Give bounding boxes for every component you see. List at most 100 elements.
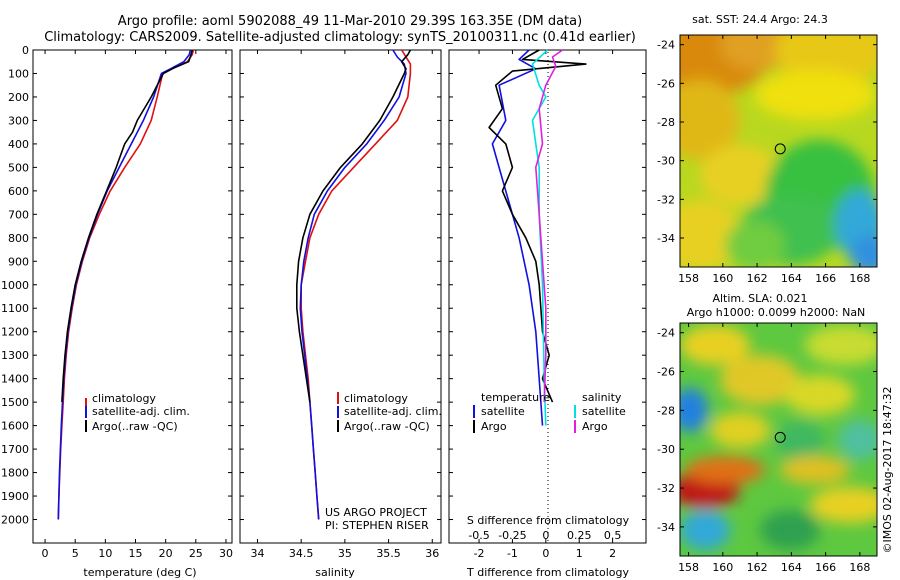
- project-annotation-line1: US ARGO PROJECT: [325, 506, 427, 519]
- sal-legend-clim-label: climatology: [344, 392, 408, 405]
- x-tick-label-salinity-diff: 0.5: [604, 529, 622, 542]
- map-x-tick-label: 164: [781, 272, 802, 285]
- difference-legend-salinity: salinity satellite Argo: [574, 391, 626, 433]
- x-tick-label: 0: [42, 547, 49, 560]
- map-x-tick-label: 158: [678, 561, 699, 574]
- y-tick-label: 700: [8, 208, 29, 221]
- sla-map-title-line1: Altim. SLA: 0.021: [712, 292, 807, 305]
- sla-map-title-line2: Argo h1000: 0.0099 h2000: NaN: [687, 306, 866, 319]
- y-tick-label: 1700: [1, 443, 29, 456]
- map-x-tick-label: 166: [815, 561, 836, 574]
- series-line-satellite-adj-clim: [299, 49, 407, 520]
- diff-legend-ssat-label: satellite: [582, 405, 626, 418]
- y-tick-label: 200: [8, 91, 29, 104]
- x-tick-label-salinity-diff: 0: [542, 529, 549, 542]
- x-tick-label: 10: [98, 547, 112, 560]
- sal-legend-argo-label: Argo(..raw -QC): [344, 420, 430, 433]
- profile-location-marker: [774, 143, 786, 155]
- difference-xlabel-top: S difference from climatology: [467, 514, 630, 527]
- difference-panel: -2 -1 0 1 2 -0.5 -0.25 0 0.25 0.5 S difference fr…: [448, 49, 647, 579]
- salinity-xlabel: salinity: [315, 566, 355, 579]
- y-tick-label: 1500: [1, 396, 29, 409]
- y-tick-label: 300: [8, 114, 29, 127]
- sst-map-title: sat. SST: 24.4 Argo: 24.3: [692, 13, 828, 26]
- difference-xlabel: T difference from climatology: [466, 566, 629, 579]
- temperature-panel: 0100200300400500600700800900100011001200…: [1, 44, 233, 579]
- sal-legend-sat-label: satellite-adj. clim.: [344, 405, 442, 418]
- map-x-tick-label: 164: [781, 561, 802, 574]
- figure-title-line1: Argo profile: aoml 5902088_49 11-Mar-201…: [118, 14, 582, 29]
- series-line-satellite-adj-clim: [57, 49, 192, 520]
- sst-map-frame: [679, 34, 878, 268]
- map-y-tick-label: -28: [657, 116, 675, 129]
- map-y-tick-label: -26: [657, 366, 675, 379]
- map-x-tick-label: 162: [747, 272, 768, 285]
- x-tick-label-salinity-diff: -0.5: [468, 529, 489, 542]
- x-tick-label: 15: [129, 547, 143, 560]
- map-y-tick-label: -24: [657, 327, 675, 340]
- map-x-tick-label: 160: [712, 272, 733, 285]
- map-y-tick-label: -28: [657, 404, 675, 417]
- x-tick-label: 35: [338, 547, 352, 560]
- series-line-t-satellite: [491, 49, 544, 426]
- y-tick-label: 1800: [1, 467, 29, 480]
- sla-map: 158 160 162 164 166 168 -24 -26 -28 -30 -32 -34: [657, 322, 878, 574]
- map-x-tick-label: 166: [815, 272, 836, 285]
- series-line-argo-raw-qc: [295, 49, 412, 403]
- sla-map-field: [680, 325, 877, 550]
- map-y-tick-label: -30: [657, 443, 675, 456]
- y-tick-label: 100: [8, 67, 29, 80]
- y-tick-label: 2000: [1, 514, 29, 527]
- diff-legend-temp-title: temperature: [481, 391, 550, 404]
- map-x-tick-label: 162: [747, 561, 768, 574]
- legend-sat-label: satellite-adj. clim.: [92, 405, 190, 418]
- temperature-axes-box: [32, 49, 233, 544]
- temperature-legend: climatology satellite-adj. clim. Argo(..…: [85, 392, 190, 433]
- y-tick-label: 400: [8, 138, 29, 151]
- legend-argo-label: Argo(..raw -QC): [92, 420, 178, 433]
- y-tick-label: 1400: [1, 373, 29, 386]
- imos-watermark: ©IMOS 02-Aug-2017 18:47:32: [881, 387, 894, 554]
- y-tick-label: 0: [22, 44, 29, 57]
- y-tick-label: 1200: [1, 326, 29, 339]
- x-tick-label: 1: [576, 547, 583, 560]
- diff-legend-sargo-label: Argo: [582, 420, 608, 433]
- x-tick-label: 36: [425, 547, 439, 560]
- y-tick-label: 600: [8, 185, 29, 198]
- map-x-tick-label: 168: [849, 561, 870, 574]
- y-tick-label: 900: [8, 255, 29, 268]
- y-tick-label: 1900: [1, 490, 29, 503]
- profile-location-marker: [774, 431, 786, 443]
- temperature-xlabel: temperature (deg C): [83, 566, 196, 579]
- map-y-tick-label: -24: [657, 39, 675, 52]
- x-tick-label: 35.5: [376, 547, 401, 560]
- map-y-tick-label: -34: [657, 521, 675, 534]
- map-x-tick-label: 160: [712, 561, 733, 574]
- x-tick-label: 30: [219, 547, 233, 560]
- x-tick-label: 0: [542, 547, 549, 560]
- series-line-climatology: [300, 49, 412, 520]
- x-tick-label-salinity-diff: 0.25: [567, 529, 592, 542]
- sst-map: 158 160 162 164 166 168 -24 -26 -28 -30 -32 -34: [657, 34, 878, 285]
- map-y-tick-label: -32: [657, 193, 675, 206]
- map-x-tick-label: 158: [678, 272, 699, 285]
- salinity-axes-box: [239, 49, 442, 544]
- map-y-tick-label: -32: [657, 482, 675, 495]
- y-tick-label: 1600: [1, 420, 29, 433]
- salinity-panel: 34 34.5 35 35.5 36 salinity climatology sate…: [239, 49, 442, 579]
- y-tick-label: 1000: [1, 279, 29, 292]
- x-tick-label: -2: [474, 547, 485, 560]
- diff-legend-targo-label: Argo: [481, 420, 507, 433]
- series-line-s-argo: [534, 49, 563, 403]
- series-line-climatology: [57, 49, 195, 520]
- x-tick-label: 34: [250, 547, 264, 560]
- map-x-tick-label: 168: [849, 272, 870, 285]
- map-y-tick-label: -34: [657, 232, 675, 245]
- map-y-tick-label: -30: [657, 155, 675, 168]
- x-tick-label: 5: [72, 547, 79, 560]
- y-tick-label: 1100: [1, 302, 29, 315]
- diff-legend-sal-title: salinity: [582, 391, 622, 404]
- sla-map-frame: [679, 322, 878, 557]
- series-line-s-satellite: [531, 49, 549, 426]
- y-tick-label: 800: [8, 232, 29, 245]
